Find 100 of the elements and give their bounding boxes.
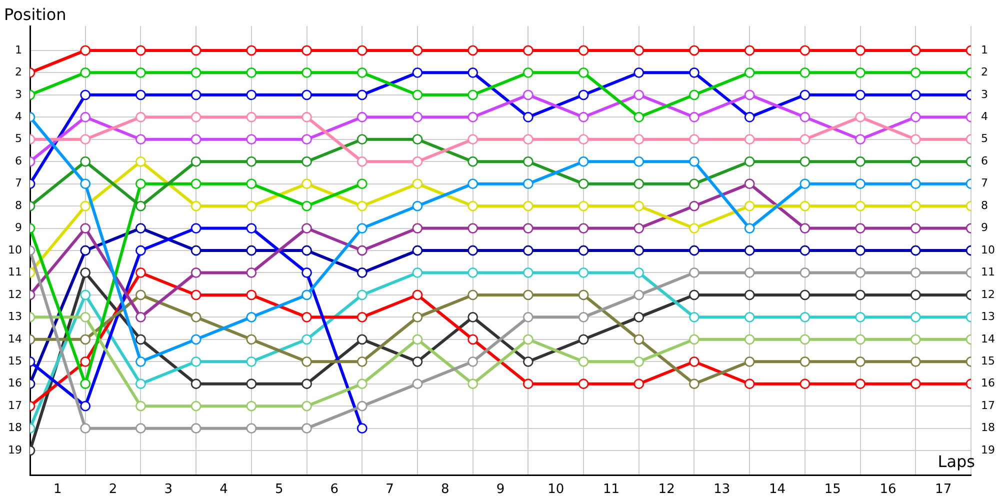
- point: [910, 45, 921, 56]
- point: [634, 178, 644, 190]
- point: [744, 312, 755, 322]
- point: [356, 268, 368, 278]
- point: [80, 200, 91, 212]
- y-tick-label: 13: [8, 310, 22, 324]
- point: [468, 356, 478, 367]
- point: [634, 134, 644, 145]
- x-tick-label: 11: [602, 482, 620, 498]
- point: [412, 356, 423, 367]
- y-tick-label: 3: [15, 88, 22, 101]
- y-tick-label: 10: [8, 243, 22, 256]
- point: [136, 200, 146, 212]
- point: [356, 90, 368, 100]
- y2-tick-label: 10: [981, 243, 995, 256]
- point: [80, 156, 91, 167]
- point: [190, 312, 202, 322]
- y2-tick-label: 15: [981, 354, 995, 368]
- point: [910, 156, 921, 167]
- y-tick-label: 11: [8, 266, 22, 279]
- point: [190, 67, 202, 78]
- point: [578, 90, 589, 100]
- x-tick-label: 6: [330, 482, 339, 498]
- point: [468, 112, 478, 122]
- point: [468, 245, 478, 256]
- point: [468, 178, 478, 190]
- y-tick-label: 6: [15, 154, 22, 168]
- point: [356, 312, 368, 322]
- point: [522, 178, 534, 190]
- point: [468, 90, 478, 100]
- point: [578, 334, 589, 345]
- point: [412, 45, 423, 56]
- point: [689, 356, 700, 367]
- point: [744, 112, 755, 122]
- point: [522, 90, 534, 100]
- point: [744, 200, 755, 212]
- y-tick-label: 9: [15, 221, 22, 234]
- point: [302, 423, 312, 434]
- point: [412, 378, 423, 390]
- point: [80, 334, 91, 345]
- point: [412, 223, 423, 234]
- point: [246, 90, 257, 100]
- point: [356, 334, 368, 345]
- point: [190, 178, 202, 190]
- point: [634, 90, 644, 100]
- point: [578, 134, 589, 145]
- point: [855, 356, 866, 367]
- point: [910, 312, 921, 322]
- point: [578, 223, 589, 234]
- point: [634, 290, 644, 300]
- point: [412, 178, 423, 190]
- point: [136, 112, 146, 122]
- y-tick-label: 1: [15, 43, 22, 56]
- point: [80, 90, 91, 100]
- y2-tick-label: 17: [981, 398, 995, 412]
- x-tick-label: 15: [824, 482, 841, 498]
- point: [412, 156, 423, 167]
- point: [855, 268, 866, 278]
- point: [80, 400, 91, 412]
- point: [468, 268, 478, 278]
- point: [744, 356, 755, 367]
- point: [800, 156, 810, 167]
- point: [80, 356, 91, 367]
- point: [80, 312, 91, 322]
- x-tick-label: 12: [658, 482, 675, 498]
- point: [855, 223, 866, 234]
- point: [578, 112, 589, 122]
- y2-tick-label: 16: [981, 376, 995, 390]
- point: [190, 268, 202, 278]
- y2-tick-label: 14: [981, 332, 995, 346]
- point: [578, 312, 589, 322]
- x-tick-label: 9: [496, 482, 505, 498]
- point: [302, 245, 312, 256]
- point: [855, 67, 866, 78]
- point: [356, 67, 368, 78]
- y2-tick-label: 6: [981, 154, 988, 168]
- point: [578, 268, 589, 278]
- point: [190, 290, 202, 300]
- point: [634, 67, 644, 78]
- point: [855, 200, 866, 212]
- point: [412, 334, 423, 345]
- point: [522, 45, 534, 56]
- point: [689, 134, 700, 145]
- point: [522, 223, 534, 234]
- y2-tick-label: 11: [981, 266, 995, 279]
- point: [910, 223, 921, 234]
- point: [468, 290, 478, 300]
- point: [80, 423, 91, 434]
- point: [356, 400, 368, 412]
- point: [744, 45, 755, 56]
- y2-tick-label: 1: [981, 43, 988, 56]
- y2-tick-label: 8: [981, 198, 988, 212]
- y-tick-label: 4: [15, 110, 22, 123]
- point: [302, 334, 312, 345]
- point: [80, 67, 91, 78]
- point: [246, 312, 257, 322]
- point: [689, 178, 700, 190]
- point: [744, 378, 755, 390]
- y2-tick-label: 18: [981, 421, 995, 434]
- point: [800, 90, 810, 100]
